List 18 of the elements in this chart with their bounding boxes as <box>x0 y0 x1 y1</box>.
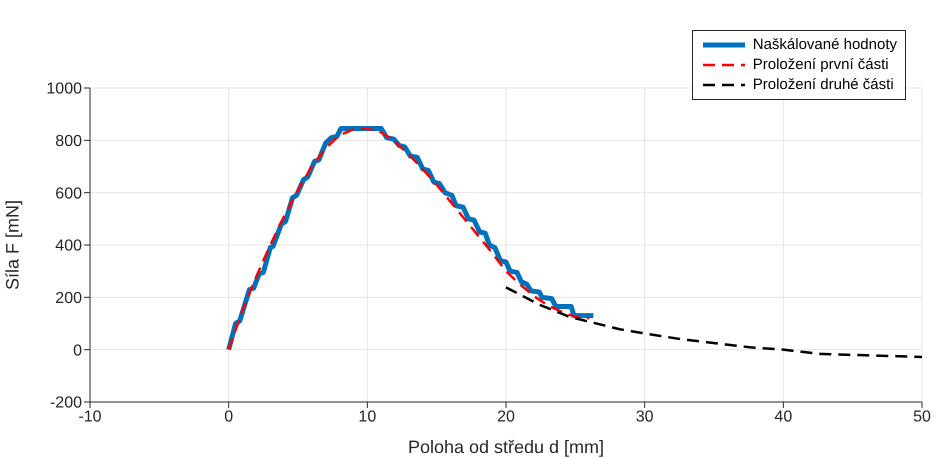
y-tick-label: 200 <box>55 290 82 308</box>
legend-label: Proložení první části <box>752 55 889 75</box>
y-tick-label: 1000 <box>46 80 82 98</box>
line-series <box>504 286 922 358</box>
y-tick-label: 600 <box>55 185 82 202</box>
x-tick-label: 10 <box>358 408 376 426</box>
legend-label: Proložení druhé části <box>752 75 894 95</box>
y-tick-label: 800 <box>55 133 82 150</box>
x-tick-label: 40 <box>774 408 792 426</box>
x-axis-title: Poloha od středu d [mm] <box>408 437 604 457</box>
x-tick-label: 30 <box>636 408 654 426</box>
legend-label: Naškálované hodnoty <box>752 35 897 55</box>
y-tick-label: 0 <box>73 342 82 360</box>
x-tick-label: 20 <box>497 408 515 426</box>
x-tick-label: 50 <box>913 408 931 426</box>
y-axis-title: Síla F [mN] <box>2 200 22 290</box>
y-tick-label: 400 <box>55 238 82 255</box>
x-tick-label: 0 <box>224 408 234 426</box>
